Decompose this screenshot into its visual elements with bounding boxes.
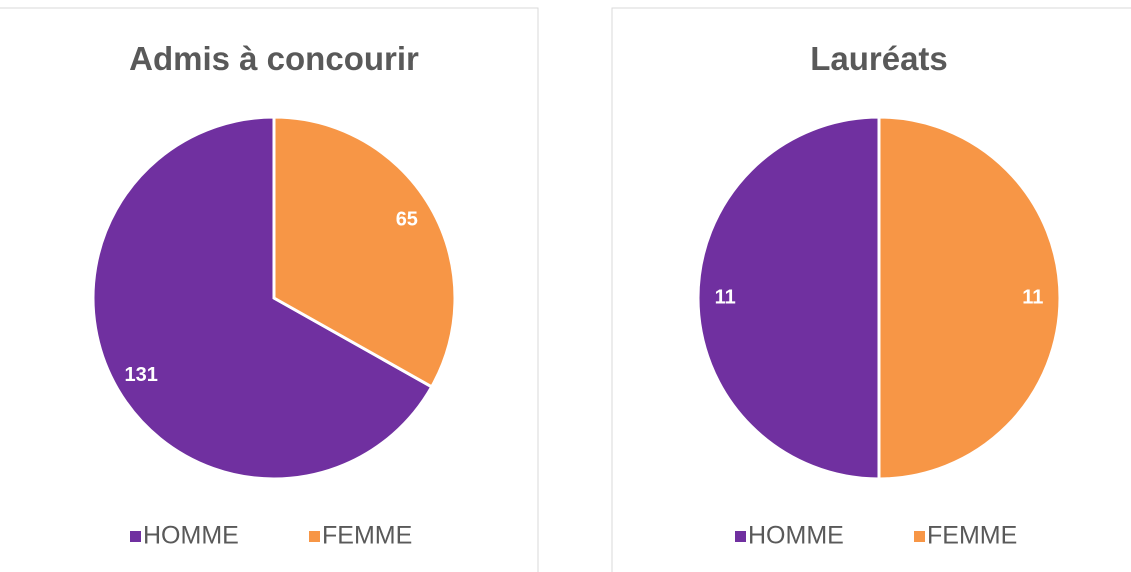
pie-slice <box>877 115 1062 481</box>
panel <box>0 7 539 572</box>
chart-title: Lauréats <box>810 40 948 77</box>
data-label: 11 <box>715 286 736 308</box>
data-label: 131 <box>124 364 157 386</box>
legend-swatch <box>309 531 320 542</box>
chart-title: Admis à concourir <box>129 40 419 77</box>
legend-label: FEMME <box>927 522 1017 550</box>
pie-slice <box>272 115 457 389</box>
data-label: 65 <box>396 209 418 231</box>
panel <box>611 7 1131 572</box>
data-label: 11 <box>1022 286 1043 308</box>
legend-label: HOMME <box>748 522 844 550</box>
legend-swatch <box>914 531 925 542</box>
legend-label: HOMME <box>143 522 239 550</box>
legend-label: FEMME <box>322 522 412 550</box>
pie-slice <box>696 115 881 481</box>
legend-swatch <box>735 531 746 542</box>
legend-swatch <box>130 531 141 542</box>
pie-slice <box>91 115 434 481</box>
